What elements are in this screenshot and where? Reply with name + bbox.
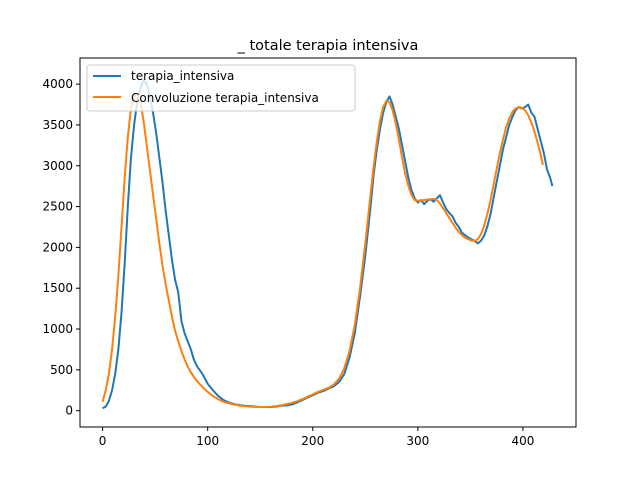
series-line-convoluzione [101, 92, 544, 408]
legend-label-terapia-intensiva: terapia_intensiva [131, 69, 234, 83]
y-tick-label: 0 [65, 404, 73, 418]
legend: terapia_intensiva Convoluzione terapia_i… [86, 64, 356, 112]
x-tick-label: 200 [301, 434, 324, 448]
x-tick-label: 300 [406, 434, 429, 448]
x-tick-label: 0 [99, 434, 107, 448]
x-tick-label: 400 [511, 434, 534, 448]
y-tick-label: 500 [50, 363, 73, 377]
x-tick-label: 100 [196, 434, 219, 448]
y-tick-label: 2000 [42, 240, 73, 254]
ticks-group: 0 100 200 300 400050010001500200025003000350… [42, 77, 534, 448]
y-tick-label: 1500 [42, 281, 73, 295]
series-group [101, 79, 554, 410]
legend-label-convoluzione: Convoluzione terapia_intensiva [131, 91, 319, 105]
chart-title: _ totale terapia intensiva [237, 38, 419, 54]
y-tick-label: 3500 [42, 118, 73, 132]
y-tick-label: 4000 [42, 77, 73, 91]
series-line-terapia-intensiva [102, 79, 554, 410]
axes-frame [79, 57, 577, 428]
y-tick-label: 3000 [42, 159, 73, 173]
y-tick-label: 1000 [42, 322, 73, 336]
y-tick-label: 2500 [42, 200, 73, 214]
legend-box [86, 64, 356, 112]
